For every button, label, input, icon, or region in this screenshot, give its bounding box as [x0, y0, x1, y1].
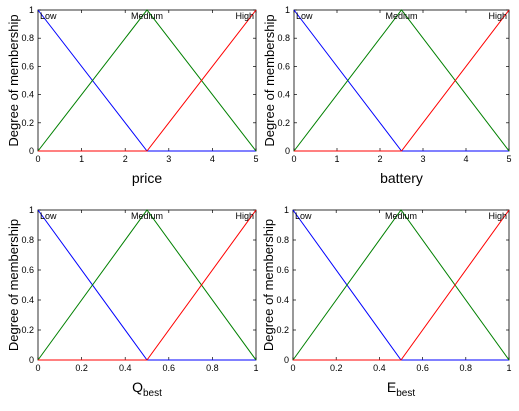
x-tick-label: 0	[290, 363, 295, 373]
x-tick-label: 3	[166, 154, 171, 164]
series-line-medium	[37, 209, 257, 361]
series-line-high	[294, 9, 510, 152]
y-tick-label: 0.8	[276, 235, 289, 245]
mf-label-low: Low	[296, 11, 313, 21]
x-tick-label: 3	[420, 154, 425, 164]
plot-area	[37, 209, 257, 361]
mf-label-medium: Medium	[131, 211, 163, 221]
chart-4: 0 0.2 0.4 0.6 0.8 1 0 0.2 0.4 0.6 0.8 1 Low Medium Hig…	[261, 205, 512, 399]
x-tick-label: 4	[463, 154, 468, 164]
series-line-high	[293, 209, 510, 361]
y-axis-label: Degree of membership	[261, 219, 276, 351]
y-tick-label: 0.8	[21, 235, 34, 245]
y-tick-label: 0.6	[276, 265, 289, 275]
x-tick-label: 0.6	[163, 363, 176, 373]
plot-area	[292, 209, 510, 361]
y-tick-label: 0.2	[21, 118, 34, 128]
y-tick-label: 0.8	[21, 33, 34, 43]
x-tick-label: 0.6	[416, 363, 429, 373]
x-tick-label: 2	[123, 154, 128, 164]
x-axis-label: Ebest	[387, 379, 415, 399]
mf-label-medium: Medium	[385, 211, 417, 221]
y-tick-label: 0.2	[21, 325, 34, 335]
x-tick-label: 0	[35, 363, 40, 373]
x-tick-label: 1	[253, 363, 258, 373]
x-tick-label: 0.8	[206, 363, 219, 373]
mf-label-medium: Medium	[385, 11, 417, 21]
series-line-medium	[37, 9, 257, 152]
y-tick-label: 0.6	[277, 61, 290, 71]
x-axis-label: price	[132, 170, 163, 186]
chart-1: 0 1 2 3 4 5 0 0.2 0.4 0.6 0.8 1 Low Medium High price De…	[6, 5, 259, 186]
x-tick-label: 0.2	[330, 363, 343, 373]
y-tick-label: 0.2	[276, 325, 289, 335]
y-tick-label: 0.6	[21, 61, 34, 71]
mf-label-high: High	[488, 211, 507, 221]
x-tick-label: 0.4	[373, 363, 386, 373]
mf-label-low: Low	[295, 211, 312, 221]
mf-label-low: Low	[40, 211, 57, 221]
y-tick-label: 0	[284, 355, 289, 365]
plot-area	[37, 9, 257, 152]
series-line-high	[38, 9, 257, 152]
y-tick-label: 0.6	[21, 265, 34, 275]
x-tick-label: 0.8	[460, 363, 473, 373]
chart-3: 0 0.2 0.4 0.6 0.8 1 0 0.2 0.4 0.6 0.8 1 Low Medium Hig…	[6, 205, 259, 399]
y-tick-label: 0	[285, 146, 290, 156]
x-tick-label: 0.2	[75, 363, 88, 373]
x-tick-label: 5	[506, 154, 511, 164]
x-tick-label: 0	[35, 154, 40, 164]
x-axis-label: battery	[380, 170, 423, 186]
y-tick-label: 0.8	[277, 33, 290, 43]
y-tick-label: 1	[284, 205, 289, 215]
x-tick-label: 1	[334, 154, 339, 164]
chart-2: 0 1 2 3 4 5 0 0.2 0.4 0.6 0.8 1 Low Medium High battery…	[262, 5, 512, 186]
x-tick-label: 1	[506, 363, 511, 373]
y-tick-label: 0.4	[277, 90, 290, 100]
mf-label-high: High	[235, 211, 254, 221]
mf-label-medium: Medium	[131, 11, 163, 21]
y-tick-label: 0	[29, 146, 34, 156]
x-axis-label: Qbest	[132, 379, 162, 399]
x-tick-label: 4	[210, 154, 215, 164]
y-tick-label: 0.4	[21, 295, 34, 305]
series-line-medium	[292, 209, 510, 361]
y-axis-label: Degree of membership	[262, 14, 277, 146]
mf-label-low: Low	[40, 11, 57, 21]
mf-label-high: High	[488, 11, 507, 21]
y-tick-label: 0.2	[277, 118, 290, 128]
x-tick-label: 5	[253, 154, 258, 164]
x-tick-label: 0.4	[119, 363, 132, 373]
x-tick-label: 0	[291, 154, 296, 164]
mf-label-high: High	[235, 11, 254, 21]
y-tick-label: 1	[29, 5, 34, 15]
y-tick-label: 0.4	[276, 295, 289, 305]
y-axis-label: Degree of membership	[6, 219, 21, 351]
series-line-high	[38, 209, 257, 361]
y-tick-label: 0.4	[21, 90, 34, 100]
plot-area	[293, 9, 510, 152]
y-tick-label: 1	[285, 5, 290, 15]
x-tick-label: 2	[377, 154, 382, 164]
y-tick-label: 0	[29, 355, 34, 365]
series-line-medium	[293, 9, 510, 152]
x-tick-label: 1	[79, 154, 84, 164]
y-tick-label: 1	[29, 205, 34, 215]
y-axis-label: Degree of membership	[6, 14, 21, 146]
